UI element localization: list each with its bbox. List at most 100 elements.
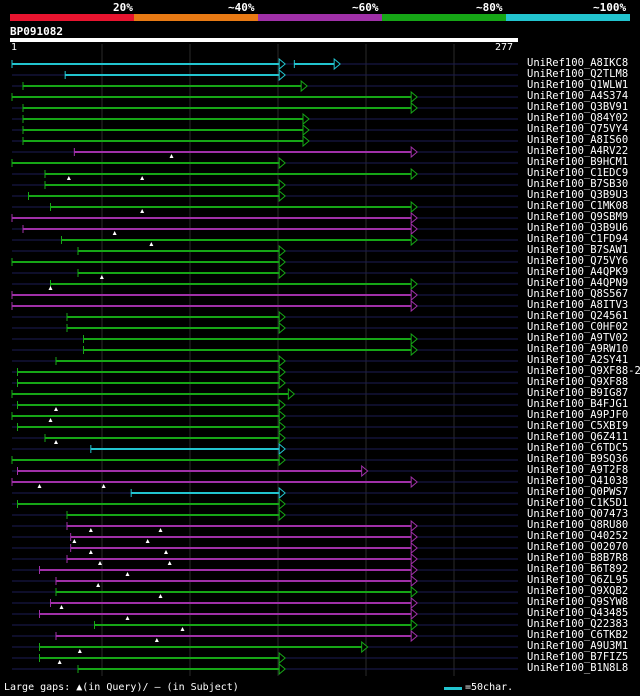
hit-label[interactable]: UniRef100_Q3B9U6 xyxy=(527,222,629,234)
hit-label[interactable]: UniRef100_Q22383 xyxy=(527,618,629,630)
hit-label[interactable]: UniRef100_C6TKB2 xyxy=(527,629,629,641)
hit-label[interactable]: UniRef100_Q9SBM9 xyxy=(527,211,629,223)
hit-label[interactable]: UniRef100_B9IG87 xyxy=(527,387,629,399)
hit-label[interactable]: UniRef100_Q07473 xyxy=(527,508,629,520)
hit-label[interactable]: UniRef100_Q1WLW1 xyxy=(527,79,629,91)
hit-end-arrow xyxy=(410,211,418,225)
hit-label[interactable]: UniRef100_Q9XF88 xyxy=(527,376,629,388)
query-gap-marker xyxy=(140,209,145,213)
query-gap-marker xyxy=(96,583,101,587)
query-gap-marker xyxy=(158,528,163,532)
hit-label[interactable]: UniRef100_Q40252 xyxy=(527,530,629,542)
hit-end-arrow xyxy=(278,57,286,71)
hit-label[interactable]: UniRef100_Q75VY4 xyxy=(527,123,629,135)
hit-label[interactable]: UniRef100_A9PJF0 xyxy=(527,409,629,421)
query-gap-marker xyxy=(158,594,163,598)
hit-label[interactable]: UniRef100_C5XBI9 xyxy=(527,420,629,432)
hit-label[interactable]: UniRef100_Q24561 xyxy=(527,310,629,322)
hit-label[interactable]: UniRef100_Q02070 xyxy=(527,541,629,553)
hit-label[interactable]: UniRef100_C1MK08 xyxy=(527,200,629,212)
hit-label[interactable]: UniRef100_A8IKC8 xyxy=(527,57,629,69)
hit-end-arrow xyxy=(278,431,286,445)
hit-end-arrow xyxy=(410,222,418,236)
hit-end-arrow xyxy=(278,310,286,324)
query-gap-marker xyxy=(125,616,130,620)
hit-end-arrow xyxy=(278,442,286,456)
query-gap-marker xyxy=(99,275,104,279)
query-start: 1 xyxy=(11,42,18,53)
hit-alignment-canvas xyxy=(11,44,518,676)
query-gap-marker xyxy=(98,561,102,565)
hit-label[interactable]: UniRef100_C6TDC5 xyxy=(527,442,629,454)
hit-label[interactable]: UniRef100_C1K5D1 xyxy=(527,497,629,509)
hit-label[interactable]: UniRef100_B4FJG1 xyxy=(527,398,629,410)
query-gap-marker xyxy=(54,440,58,444)
hit-label[interactable]: UniRef100_B1N8L8 xyxy=(527,662,629,674)
hit-end-arrow xyxy=(302,134,310,148)
query-gap-marker xyxy=(164,550,168,554)
hit-label[interactable]: UniRef100_A9T2F8 xyxy=(527,464,629,476)
hit-end-arrow xyxy=(278,365,286,379)
legend-label-20: 20% xyxy=(113,1,133,14)
hit-label[interactable]: UniRef100_B7FIZ5 xyxy=(527,651,629,663)
hit-label[interactable]: UniRef100_Q3BV91 xyxy=(527,101,629,113)
hit-label[interactable]: UniRef100_B8B7R8 xyxy=(527,552,629,564)
hit-end-arrow xyxy=(300,79,308,93)
hit-end-arrow xyxy=(410,585,418,599)
query-gap-marker xyxy=(59,605,64,609)
query-gap-marker xyxy=(140,176,145,180)
hit-label[interactable]: UniRef100_A4QPK9 xyxy=(527,266,629,278)
hit-label[interactable]: UniRef100_A8ITV3 xyxy=(527,299,629,311)
hit-label[interactable]: UniRef100_A9RW10 xyxy=(527,343,629,355)
hit-end-arrow xyxy=(410,299,418,313)
hit-end-arrow xyxy=(410,618,418,632)
hit-label[interactable]: UniRef100_Q2TLM8 xyxy=(527,68,629,80)
hit-end-arrow xyxy=(302,112,310,126)
hit-label[interactable]: UniRef100_B7SAW1 xyxy=(527,244,629,256)
hit-end-arrow xyxy=(410,541,418,555)
hit-label[interactable]: UniRef100_A4RV22 xyxy=(527,145,629,157)
hit-end-arrow xyxy=(287,387,296,401)
hit-label[interactable]: UniRef100_B9HCM1 xyxy=(527,156,629,168)
legend-color-cyan xyxy=(506,14,630,21)
hit-label[interactable]: UniRef100_B6T892 xyxy=(527,563,629,575)
hit-end-arrow xyxy=(410,167,418,181)
hit-label[interactable]: UniRef100_C1FD94 xyxy=(527,233,629,245)
hit-label[interactable]: UniRef100_B9SQ36 xyxy=(527,453,629,465)
hit-label[interactable]: UniRef100_Q9SYW8 xyxy=(527,596,629,608)
hit-end-arrow xyxy=(278,354,286,368)
hit-end-arrow xyxy=(302,123,310,137)
hit-label[interactable]: UniRef100_Q6Z411 xyxy=(527,431,629,443)
hit-label[interactable]: UniRef100_A9U3M1 xyxy=(527,640,629,652)
hit-end-arrow xyxy=(410,343,418,357)
hit-label[interactable]: UniRef100_Q75VY6 xyxy=(527,255,629,267)
hit-label[interactable]: UniRef100_A8IS60 xyxy=(527,134,629,146)
hit-label[interactable]: UniRef100_Q84Y02 xyxy=(527,112,629,124)
hit-label[interactable]: UniRef100_Q41038 xyxy=(527,475,629,487)
legend-label-60: ~60% xyxy=(352,1,379,14)
hit-label[interactable]: UniRef100_Q9XF88-2 xyxy=(527,365,640,377)
hit-end-arrow xyxy=(278,508,286,522)
scale-bar xyxy=(444,687,462,690)
hit-label[interactable]: UniRef100_Q6ZL95 xyxy=(527,574,629,586)
hit-label[interactable]: UniRef100_Q8RU80 xyxy=(527,519,629,531)
hit-end-arrow xyxy=(361,464,369,478)
hit-end-arrow xyxy=(410,563,418,577)
hit-label[interactable]: UniRef100_C0HF02 xyxy=(527,321,629,333)
hit-label[interactable]: UniRef100_Q3B9U3 xyxy=(527,189,629,201)
hit-label[interactable]: UniRef100_A2SY41 xyxy=(527,354,629,366)
hit-label[interactable]: UniRef100_Q8S567 xyxy=(527,288,629,300)
hit-label[interactable]: UniRef100_A4QPN9 xyxy=(527,277,629,289)
hit-label[interactable]: UniRef100_B7SB30 xyxy=(527,178,629,190)
hit-label[interactable]: UniRef100_Q43485 xyxy=(527,607,629,619)
hit-label[interactable]: UniRef100_A9TV02 xyxy=(527,332,629,344)
hit-label[interactable]: UniRef100_C1EDC9 xyxy=(527,167,629,179)
hit-label[interactable]: UniRef100_Q9XQB2 xyxy=(527,585,629,597)
hit-label[interactable]: UniRef100_Q0PWS7 xyxy=(527,486,629,498)
query-gap-marker xyxy=(88,528,93,532)
query-bar xyxy=(10,38,518,42)
hit-label[interactable]: UniRef100_A4S374 xyxy=(527,90,629,102)
hit-end-arrow xyxy=(410,145,418,159)
hit-end-arrow xyxy=(278,189,286,203)
legend-color-red xyxy=(10,14,134,21)
